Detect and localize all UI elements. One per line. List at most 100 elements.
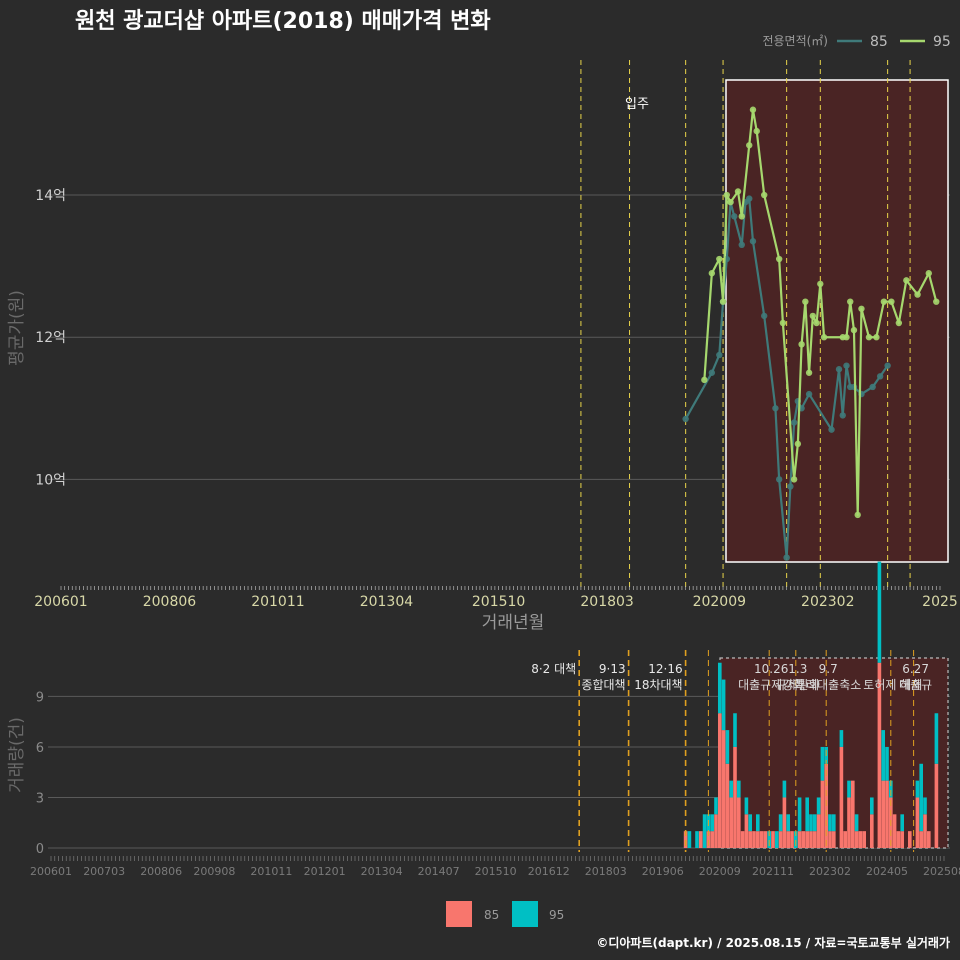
bar-85 <box>919 831 924 848</box>
bar-85 <box>869 814 874 848</box>
policy-label: 9·13 <box>599 662 626 676</box>
bar-85 <box>721 730 726 848</box>
series-85-point <box>749 238 757 245</box>
bar-85 <box>683 831 688 848</box>
top-x-axis: 200601 200806 201011 201304 201510 201803 2020… <box>34 586 958 610</box>
bottom-legend-85-swatch <box>446 901 472 927</box>
bar-85 <box>729 797 734 848</box>
series-95-point <box>809 312 817 320</box>
top-x-tick-label: 201803 <box>580 594 633 610</box>
bottom-x-tick-label: 201510 <box>475 865 517 878</box>
top-x-tick-label: 2025 <box>922 594 958 610</box>
policy-label: 규제완화 <box>776 678 820 692</box>
bar-95 <box>854 814 859 832</box>
bottom-y-tick-label: 6 <box>36 741 44 756</box>
bottom-x-tick-label: 202508 <box>923 865 960 878</box>
series-85-point <box>787 483 794 490</box>
series-85-point <box>783 554 790 561</box>
legend-85-label: 85 <box>870 34 888 50</box>
series-85-point <box>876 373 884 380</box>
bar-95 <box>748 814 753 832</box>
series-95-point <box>794 440 802 448</box>
series-95-line <box>703 108 938 517</box>
bar-95 <box>786 814 791 832</box>
bottom-x-tick-label: 200601 <box>30 865 72 878</box>
bar-85 <box>805 831 810 848</box>
policy-label: 1.3 <box>788 662 807 676</box>
series-95-point <box>865 334 873 341</box>
policy-label: 대출규 <box>899 678 932 692</box>
series-95-point <box>895 319 903 327</box>
top-y-axis: 14억 12억 10억 <box>35 188 66 488</box>
bar-85 <box>812 831 817 848</box>
bar-85 <box>809 831 813 848</box>
policy-label: 10.26 <box>754 662 788 676</box>
series-85-point <box>772 405 779 412</box>
bar-85 <box>885 780 889 848</box>
bottom-y-tick-label: 9 <box>36 690 44 705</box>
bar-95 <box>919 763 924 832</box>
bar-95 <box>847 780 851 798</box>
top-y-tick-label: 12억 <box>35 330 66 346</box>
series-85-point <box>682 415 689 423</box>
bar-85 <box>820 780 825 848</box>
series-95-point <box>802 298 809 305</box>
bottom-x-tick-label: 200908 <box>193 865 235 878</box>
bar-85 <box>744 814 749 848</box>
bar-95 <box>767 831 772 848</box>
bar-95 <box>714 797 718 815</box>
series-85-point <box>835 366 843 373</box>
series-85-point <box>708 369 716 376</box>
bar-95 <box>869 797 874 815</box>
legend-title: 전용면적(㎡) <box>762 34 828 48</box>
bar-95 <box>687 831 692 848</box>
series-95-point <box>708 270 716 277</box>
bar-85 <box>752 831 756 848</box>
bar-95 <box>816 797 821 815</box>
bar-95 <box>812 814 817 832</box>
bar-85 <box>740 831 745 848</box>
bar-85 <box>778 831 783 848</box>
series-95-point <box>727 198 734 206</box>
bar-95 <box>744 797 749 815</box>
series-95-point <box>847 298 854 305</box>
bar-95 <box>877 561 882 663</box>
series-85-point <box>738 241 745 249</box>
bar-85 <box>900 831 905 848</box>
bar-85 <box>843 831 848 848</box>
series-85-point <box>746 195 753 202</box>
bar-95 <box>839 730 844 747</box>
credit-text: ©디아파트(dapt.kr) / 2025.08.15 / 자료=국토교통부 실… <box>596 935 950 950</box>
bottom-legend: 85 95 <box>446 901 564 927</box>
bar-85 <box>858 831 863 848</box>
policy-label: 종합대책 <box>581 677 625 692</box>
bar-85 <box>923 814 927 848</box>
bar-95 <box>881 730 886 781</box>
bar-85 <box>915 797 920 848</box>
bottom-y-axis-title: 거래량(건) <box>7 717 27 793</box>
bar-85 <box>926 831 931 848</box>
bar-85 <box>801 831 806 848</box>
bar-85 <box>934 763 939 848</box>
bar-85 <box>733 746 737 848</box>
series-85-point <box>716 351 723 359</box>
policy-label: 6.27 <box>902 662 929 676</box>
bottom-x-tick-label: 201612 <box>528 865 570 878</box>
bar-85 <box>706 831 711 848</box>
series-95-point <box>753 127 760 135</box>
series-85-point <box>839 412 846 419</box>
bottom-legend-95-label: 95 <box>549 908 564 922</box>
bottom-legend-85-label: 85 <box>484 908 499 922</box>
series-95-point <box>858 305 865 312</box>
top-y-tick-label: 14억 <box>35 188 66 204</box>
series-85-point <box>731 213 738 220</box>
series-95-point <box>854 511 861 519</box>
top-y-tick-label: 10억 <box>35 472 66 488</box>
top-x-tick-label: 200806 <box>143 594 197 610</box>
top-series <box>682 106 940 561</box>
bar-95 <box>923 797 927 815</box>
top-x-tick-label: 202009 <box>693 594 746 610</box>
series-95-point <box>719 298 727 305</box>
